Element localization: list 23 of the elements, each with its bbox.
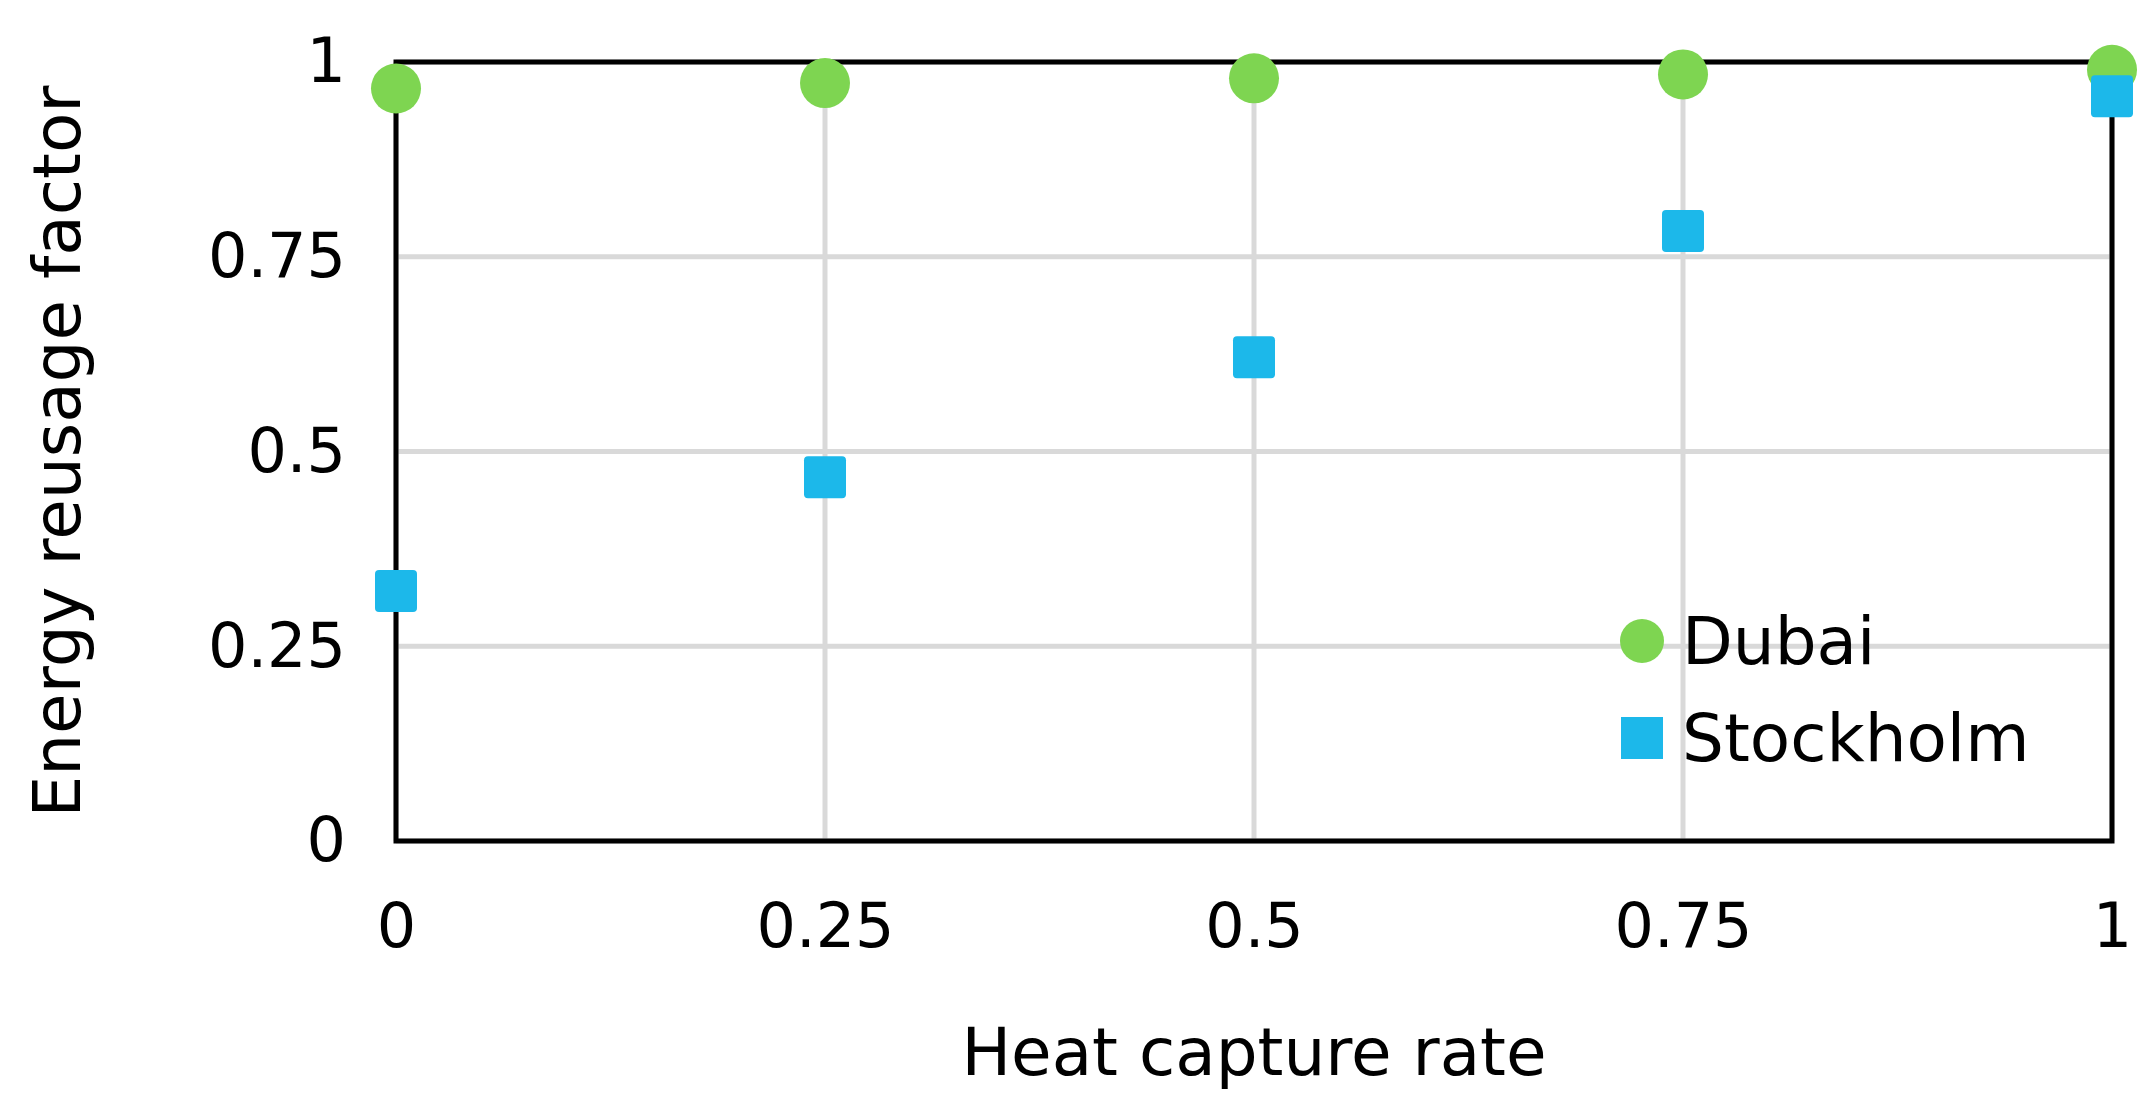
point bbox=[800, 58, 850, 109]
x-tick-label: 0.25 bbox=[756, 889, 895, 963]
point bbox=[1233, 336, 1275, 379]
y-tick-label: 1 bbox=[306, 24, 346, 98]
legend-label: Stockholm bbox=[1682, 700, 2030, 778]
y-axis-title: Energy reusage factor bbox=[19, 84, 96, 818]
x-tick-label: 0.5 bbox=[1205, 889, 1304, 963]
point bbox=[804, 456, 846, 499]
y-tick-label: 0.25 bbox=[207, 608, 346, 682]
y-tick-label: 0 bbox=[306, 803, 346, 877]
point bbox=[1229, 53, 1279, 104]
legend-label: Dubai bbox=[1682, 603, 1876, 681]
point bbox=[1662, 210, 1704, 253]
point bbox=[375, 569, 417, 612]
point bbox=[2091, 75, 2133, 118]
y-tick-label: 0.5 bbox=[247, 413, 346, 487]
x-tick-label: 0.75 bbox=[1614, 889, 1753, 963]
point bbox=[1658, 49, 1708, 100]
x-tick-label: 1 bbox=[2092, 889, 2133, 963]
x-tick-label: 0 bbox=[376, 889, 417, 963]
y-tick-label: 0.75 bbox=[207, 219, 346, 293]
x-axis-title: Heat capture rate bbox=[961, 1014, 1547, 1091]
point bbox=[371, 63, 421, 114]
